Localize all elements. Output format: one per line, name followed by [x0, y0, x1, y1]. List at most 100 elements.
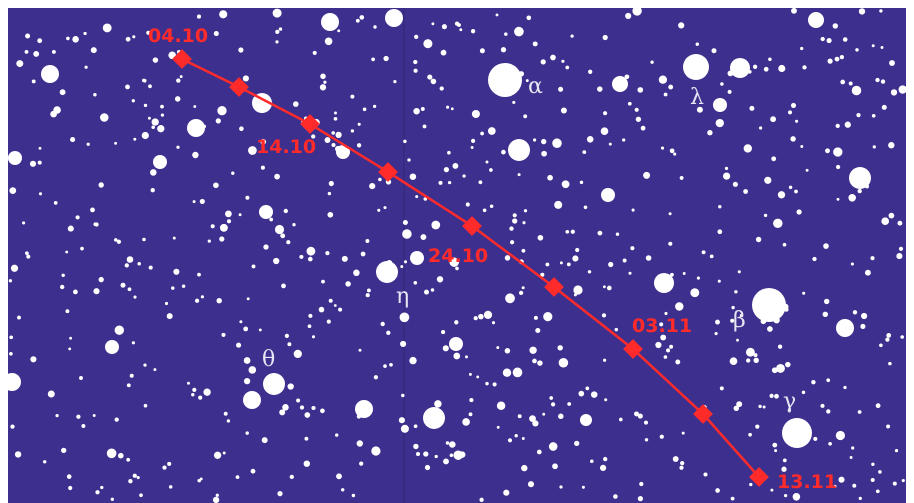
background-star	[770, 116, 777, 123]
background-star	[881, 217, 890, 226]
background-star	[485, 381, 489, 386]
background-star	[10, 264, 19, 272]
background-star	[565, 65, 570, 70]
star-label-lambda: λ	[690, 85, 704, 110]
background-star	[776, 363, 785, 373]
background-star	[715, 118, 724, 128]
background-star	[181, 284, 186, 288]
background-star	[321, 279, 325, 284]
background-star	[860, 323, 866, 329]
background-star	[311, 134, 316, 139]
background-star	[871, 113, 876, 118]
date-label: 24.10	[428, 245, 488, 267]
background-star	[478, 313, 484, 320]
background-star	[68, 347, 72, 351]
background-star	[275, 40, 279, 44]
background-star	[825, 148, 830, 154]
background-star	[60, 284, 65, 290]
background-star	[25, 33, 31, 39]
background-star	[373, 25, 377, 29]
background-star	[350, 94, 355, 99]
background-star	[311, 335, 316, 339]
background-star	[634, 107, 639, 112]
background-star	[141, 131, 149, 140]
background-star	[213, 31, 219, 37]
background-star	[328, 298, 333, 303]
background-star	[120, 282, 126, 288]
background-star	[762, 405, 766, 409]
background-star	[720, 82, 724, 86]
background-star	[659, 434, 664, 439]
star	[105, 340, 119, 354]
background-star	[465, 202, 470, 207]
background-star	[139, 493, 143, 498]
background-star	[482, 208, 487, 213]
background-star	[521, 437, 525, 440]
background-star	[37, 38, 43, 44]
background-star	[675, 302, 684, 311]
background-star	[179, 75, 183, 79]
background-star	[157, 125, 165, 133]
background-star	[522, 221, 526, 225]
background-star	[331, 142, 336, 148]
background-star	[424, 289, 429, 295]
background-star	[852, 310, 858, 315]
background-star	[826, 38, 832, 44]
background-star	[644, 438, 649, 442]
star-label-theta: θ	[262, 347, 275, 372]
background-star	[851, 446, 855, 450]
background-star	[334, 111, 337, 115]
background-star	[431, 224, 436, 229]
path-marker	[300, 114, 320, 134]
background-star	[327, 211, 334, 218]
background-star	[449, 441, 456, 448]
background-star	[356, 143, 362, 148]
background-star	[398, 417, 405, 424]
background-star	[407, 158, 411, 162]
background-star	[281, 283, 286, 289]
background-star	[235, 475, 240, 479]
background-star	[533, 315, 538, 320]
background-star	[192, 151, 199, 159]
star	[243, 391, 261, 409]
background-star	[734, 290, 738, 294]
background-star	[668, 241, 673, 246]
background-star	[675, 359, 681, 365]
background-star	[696, 106, 703, 113]
background-star	[603, 358, 607, 362]
star	[8, 151, 22, 165]
background-star	[355, 18, 360, 23]
background-star	[98, 182, 104, 188]
background-star	[282, 404, 289, 411]
background-star	[274, 224, 285, 235]
background-star	[420, 107, 425, 111]
background-star	[318, 306, 325, 313]
background-star	[618, 417, 623, 422]
background-star	[600, 127, 609, 135]
background-star	[732, 181, 738, 187]
background-star	[243, 357, 251, 364]
background-star	[279, 409, 286, 416]
background-star	[795, 119, 799, 123]
background-star	[722, 172, 731, 180]
background-star	[822, 311, 829, 318]
background-star	[59, 89, 66, 96]
background-star	[219, 223, 228, 232]
background-star	[533, 138, 537, 142]
background-star	[14, 451, 22, 458]
background-star	[601, 313, 607, 318]
background-star	[292, 101, 299, 107]
background-star	[743, 144, 752, 153]
background-star	[848, 194, 856, 202]
background-star	[630, 246, 635, 251]
background-star	[837, 433, 843, 439]
background-star	[286, 240, 291, 245]
background-star	[875, 403, 881, 409]
background-star	[143, 363, 147, 367]
background-star	[679, 465, 684, 470]
background-star	[871, 44, 875, 48]
background-star	[431, 220, 441, 230]
background-star	[748, 432, 752, 437]
background-star	[637, 87, 644, 93]
background-star	[587, 270, 592, 274]
